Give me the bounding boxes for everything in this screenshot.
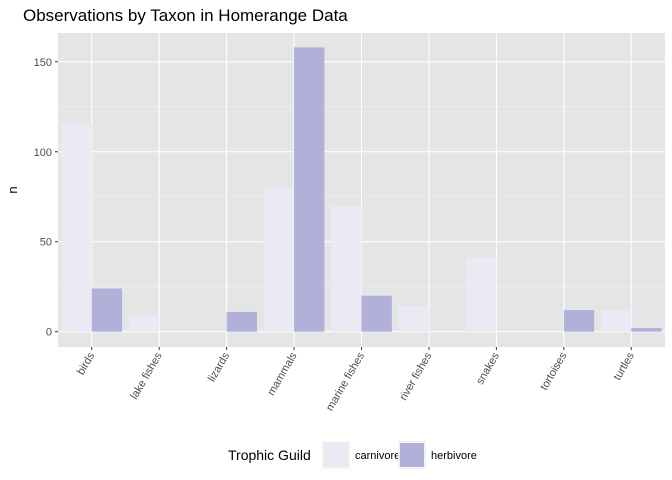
y-tick-label-0: 0 [46, 327, 52, 339]
legend: Trophic Guild carnivore herbivore [228, 441, 477, 469]
bar-carnivore-mammals [263, 187, 295, 332]
bar-carnivore-snakes [466, 257, 497, 332]
legend-key-carnivore [324, 443, 348, 467]
y-tick-label-1: 50 [40, 237, 52, 249]
bar-herbivore-birds [91, 288, 123, 332]
x-tick-label-3: mammals [265, 350, 299, 398]
bar-carnivore-birds [61, 122, 92, 332]
y-tick-label-2: 100 [34, 147, 52, 159]
x-tick-label-0: birds [75, 350, 98, 377]
bar-carnivore-marine-fishes [331, 205, 362, 332]
bar-herbivore-marine-fishes [361, 295, 392, 332]
x-axis: birds lake fishes lizards mammals marine fis… [75, 347, 637, 413]
y-tick-label-3: 150 [34, 57, 52, 69]
x-tick-label-5: river fishes [398, 350, 435, 402]
bar-herbivore-lizards [226, 311, 257, 332]
x-tick-label-4: marine fishes [324, 350, 367, 413]
bar-herbivore-turtles [631, 328, 662, 332]
x-tick-label-6: snakes [474, 350, 502, 387]
bar-carnivore-river-fishes [398, 306, 429, 332]
chart-title: Observations by Taxon in Homerange Data [23, 6, 348, 25]
bars [61, 47, 662, 332]
bar-herbivore-tortoises [563, 310, 595, 332]
bar-herbivore-mammals [294, 47, 325, 332]
x-tick-label-1: lake fishes [128, 350, 165, 401]
bar-carnivore-turtles [600, 310, 632, 332]
y-axis-title: n [5, 186, 20, 193]
legend-label-carnivore: carnivore [355, 450, 400, 462]
bar-carnivore-lake-fishes [128, 315, 160, 332]
y-axis: 0 50 100 150 [34, 57, 58, 339]
x-tick-label-2: lizards [206, 350, 233, 384]
legend-label-herbivore: herbivore [431, 450, 477, 462]
x-tick-label-7: tortoises [538, 350, 569, 392]
legend-key-herbivore [400, 443, 424, 467]
legend-title: Trophic Guild [228, 447, 311, 463]
x-tick-label-8: turtles [611, 350, 637, 382]
